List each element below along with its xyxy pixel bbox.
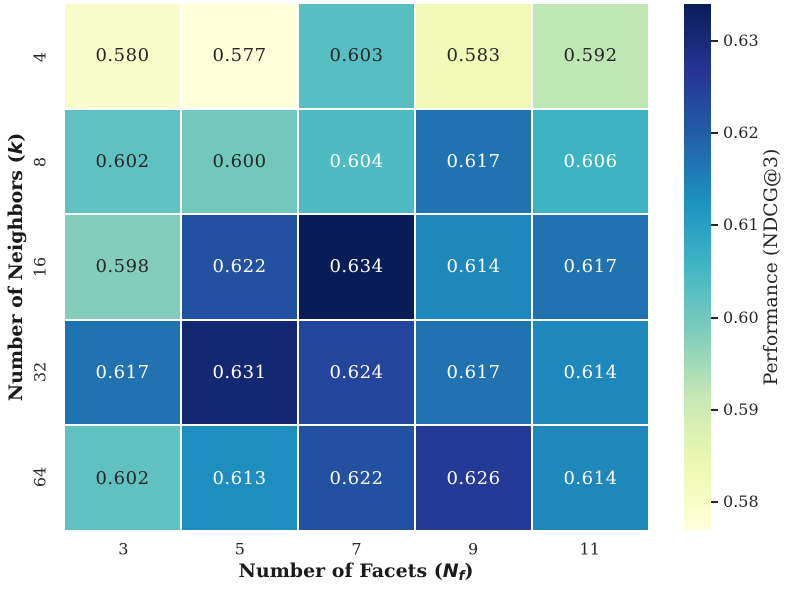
colorbar-tick-label-0.59: 0.59: [723, 400, 759, 420]
x-axis-label: Number of Facets (Nf): [239, 560, 474, 584]
x-tick-label-11: 11: [579, 539, 600, 559]
heatmap-cell-k8-f9: 0.617: [416, 109, 531, 214]
heatmap-cell-k16-f5: 0.622: [182, 215, 297, 319]
heatmap-plot-area: 0.580 0.577 0.603 0.583 0.592 0.602 0.600 0.604…: [65, 4, 648, 530]
y-axis-label-text: Number of Neighbors (: [5, 154, 27, 402]
heatmap-cell-k8-f5: 0.600: [182, 109, 297, 214]
heatmap-cell-k16-f11: 0.617: [533, 215, 648, 319]
heatmap-cell-k64-f9: 0.626: [416, 426, 531, 530]
y-axis-label-variable: k: [5, 141, 27, 155]
heatmap-cell-k8-f7: 0.604: [299, 109, 414, 214]
heatmap-cell-k16-f7: 0.634: [299, 215, 414, 319]
colorbar-tick-mark: [711, 409, 718, 412]
colorbar-label: Performance (NDCG@3): [760, 148, 782, 386]
heatmap-cell-k64-f3: 0.602: [65, 426, 180, 530]
colorbar-tick-label-0.58: 0.58: [723, 492, 759, 512]
colorbar-tick-label-0.61: 0.61: [723, 215, 759, 235]
x-tick-label-3: 3: [118, 539, 129, 559]
heatmap-cell-k64-f7: 0.622: [299, 426, 414, 530]
y-tick-label-32: 32: [30, 362, 50, 383]
colorbar-tick-mark: [711, 224, 718, 227]
x-axis-label-close: ): [464, 559, 474, 582]
x-axis-label-subscript: f: [458, 569, 465, 585]
x-axis-label-variable: N: [442, 559, 459, 582]
heatmap-cell-k32-f11: 0.614: [533, 320, 648, 425]
heatmap-cell-k4-f9: 0.583: [416, 4, 531, 108]
heatmap-cell-k8-f11: 0.606: [533, 109, 648, 214]
y-axis-label-close: ): [5, 132, 27, 142]
x-tick-label-5: 5: [234, 539, 245, 559]
x-tick-label-9: 9: [468, 539, 479, 559]
heatmap-cell-k32-f9: 0.617: [416, 320, 531, 425]
heatmap-cell-k32-f3: 0.617: [65, 320, 180, 425]
heatmap-cell-k16-f9: 0.614: [416, 215, 531, 319]
y-tick-label-64: 64: [30, 467, 50, 488]
colorbar-tick-label-0.63: 0.63: [723, 30, 759, 50]
colorbar-tick-mark: [711, 501, 718, 504]
heatmap-cell-k64-f11: 0.614: [533, 426, 648, 530]
y-tick-label-4: 4: [30, 51, 50, 62]
heatmap-cell-k4-f5: 0.577: [182, 4, 297, 108]
x-tick-label-7: 7: [351, 539, 362, 559]
y-axis-label: Number of Neighbors (k): [5, 133, 27, 401]
y-tick-label-8: 8: [30, 156, 50, 167]
colorbar-tick-mark: [711, 132, 718, 135]
heatmap-cell-k4-f7: 0.603: [299, 4, 414, 108]
heatmap-cell-k32-f7: 0.624: [299, 320, 414, 425]
colorbar-tick-mark: [711, 39, 718, 42]
x-axis-label-text: Number of Facets (: [238, 559, 443, 582]
colorbar-tick-label-0.62: 0.62: [723, 123, 759, 143]
heatmap-cell-k32-f5: 0.631: [182, 320, 297, 425]
heatmap-cell-k16-f3: 0.598: [65, 215, 180, 319]
heatmap-cell-k4-f11: 0.592: [533, 4, 648, 108]
colorbar-tick-mark: [711, 316, 718, 319]
heatmap-cell-k64-f5: 0.613: [182, 426, 297, 530]
colorbar-gradient: [684, 4, 711, 530]
heatmap-cell-k4-f3: 0.580: [65, 4, 180, 108]
heatmap-cell-k8-f3: 0.602: [65, 109, 180, 214]
y-tick-label-16: 16: [30, 256, 50, 278]
colorbar-tick-label-0.60: 0.60: [723, 307, 759, 327]
